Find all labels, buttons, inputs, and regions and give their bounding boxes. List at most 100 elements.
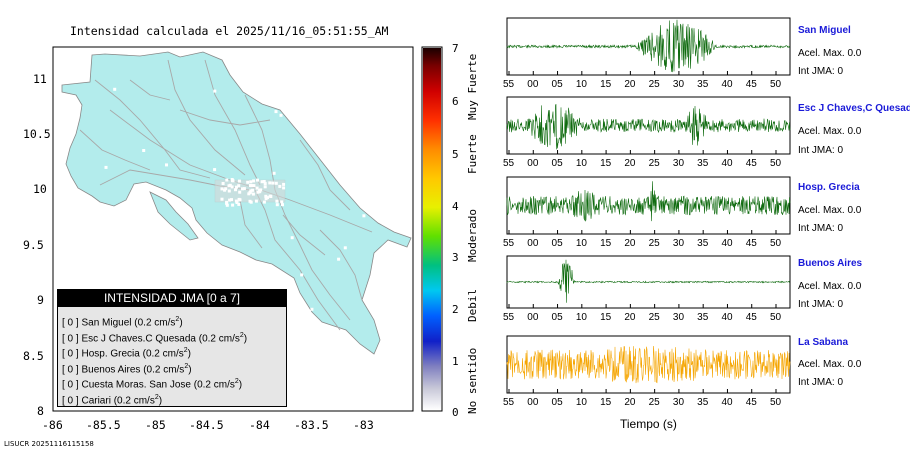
station-dot: [230, 185, 234, 189]
x-tick-84: -84: [249, 418, 270, 432]
station-dot: [228, 198, 232, 202]
station-dot: [230, 198, 233, 202]
category-fuerte: Fuerte: [466, 134, 479, 174]
station-dot: [237, 184, 241, 188]
station-dot: [282, 182, 286, 186]
station-dot: [142, 149, 146, 152]
waveform-tick-label: 40: [721, 238, 733, 249]
waveform-trace: [506, 259, 791, 303]
station-dot: [282, 186, 286, 190]
station-dot: [300, 273, 304, 277]
waveform-tick-label: 35: [697, 312, 709, 323]
station-dot: [250, 184, 254, 188]
station-dot: [235, 185, 238, 189]
station-dot: [266, 196, 269, 200]
colorbar-frame: [421, 46, 443, 412]
station-dot: [263, 185, 267, 189]
station-dot: [242, 187, 246, 191]
waveform-tick-label: 30: [672, 312, 685, 323]
waveform-tick-label: 55: [503, 79, 515, 90]
x-tick-83: -83: [353, 418, 374, 432]
waveform-tick-label: 00: [527, 238, 539, 249]
waveform-tick-label: 20: [624, 312, 636, 323]
y-tick-10: 10: [33, 182, 47, 196]
y-tick-10-5: 10.5: [23, 127, 51, 141]
station-dot: [221, 182, 225, 185]
waveform-tick-label: 20: [624, 238, 636, 249]
station-dot: [258, 190, 262, 194]
station-markers: [98, 87, 366, 331]
station-dot: [278, 184, 282, 188]
station-dot: [272, 171, 276, 175]
station-dot: [237, 197, 241, 201]
station-dot: [268, 194, 272, 198]
waveform-tick-label: 40: [721, 312, 733, 323]
waveform-tick-label: 40: [721, 397, 733, 408]
station-dot: [249, 200, 253, 204]
waveform-tick-label: 10: [575, 312, 587, 323]
station-dot: [262, 200, 266, 204]
waveform-tick-label: 30: [672, 238, 685, 249]
station-dot: [225, 178, 229, 182]
waveform-tick-label: 25: [648, 238, 660, 249]
waveform-tick-label: 05: [551, 79, 563, 90]
waveform-tick-label: 25: [648, 312, 660, 323]
waveform-trace: [506, 345, 791, 384]
station-dot: [213, 89, 217, 93]
waveform-tick-label: 15: [600, 312, 612, 323]
station-dot: [165, 163, 168, 167]
waveform-tick-label: 05: [551, 238, 563, 249]
station-dot: [234, 199, 238, 203]
waveform-tick-label: 10: [575, 79, 587, 90]
y-tick-11: 11: [33, 72, 47, 86]
station-dot: [362, 214, 366, 218]
intensity-legend: INTENSIDAD JMA [0 a 7] [ 0 ] San Miguel …: [57, 289, 287, 407]
station-jma: Int JMA: 0: [798, 223, 844, 234]
waveform-trace: [506, 19, 791, 73]
station-dot: [98, 226, 102, 230]
x-tick-84-5: -84.5: [189, 418, 224, 432]
category-muy-fuerte: Muy Fuerte: [466, 53, 479, 120]
station-dot: [220, 197, 224, 201]
waveform-tick-label: 05: [551, 158, 563, 169]
waveform-tick-label: 50: [770, 312, 782, 323]
waveform-frame: [506, 335, 791, 394]
station-jma: Int JMA: 0: [798, 66, 844, 77]
waveform-tick-label: 30: [672, 158, 685, 169]
waveform-frame: [506, 17, 791, 76]
station-acel: Acel. Max. 0.0: [798, 281, 862, 292]
station-dot: [281, 203, 284, 207]
station-dot: [224, 187, 228, 191]
station-acel: Acel. Max. 0.0: [798, 126, 862, 137]
waveform-tick-label: 35: [697, 158, 709, 169]
waveform-panels: [506, 17, 791, 394]
station-dot: [271, 181, 275, 185]
station-name: San Miguel: [798, 25, 851, 36]
waveform-tick-label: 55: [503, 397, 515, 408]
waveform-tick-label: 05: [551, 312, 563, 323]
waveform-tick-label: 25: [648, 79, 660, 90]
waveform-tick-label: 25: [648, 397, 660, 408]
station-dot: [225, 203, 229, 207]
station-jma: Int JMA: 0: [798, 377, 844, 388]
station-name: Esc J Chaves,C Quesada: [798, 103, 910, 114]
colorbar-tick-6: 6: [452, 95, 459, 108]
station-dot: [231, 203, 235, 207]
station-dot: [230, 178, 234, 181]
waveform-tick-label: 45: [745, 312, 757, 323]
waveform-tick-label: 30: [672, 79, 685, 90]
waveform-tick-label: 15: [600, 397, 612, 408]
station-dot: [251, 192, 255, 196]
waveform-trace: [506, 103, 791, 150]
y-tick-8: 8: [37, 404, 44, 418]
waveform-tick-label: 40: [721, 79, 733, 90]
waveform-tick-label: 30: [672, 397, 685, 408]
station-name: Hosp. Grecia: [798, 182, 860, 193]
station-acel: Acel. Max. 0.0: [798, 205, 862, 216]
station-dot: [338, 178, 342, 182]
station-dot: [237, 179, 241, 183]
waveform-tick-label: 50: [770, 397, 782, 408]
colorbar-tick-0: 0: [452, 406, 459, 419]
waveform-tick-label: 50: [770, 158, 782, 169]
y-tick-8-5: 8.5: [23, 349, 44, 363]
